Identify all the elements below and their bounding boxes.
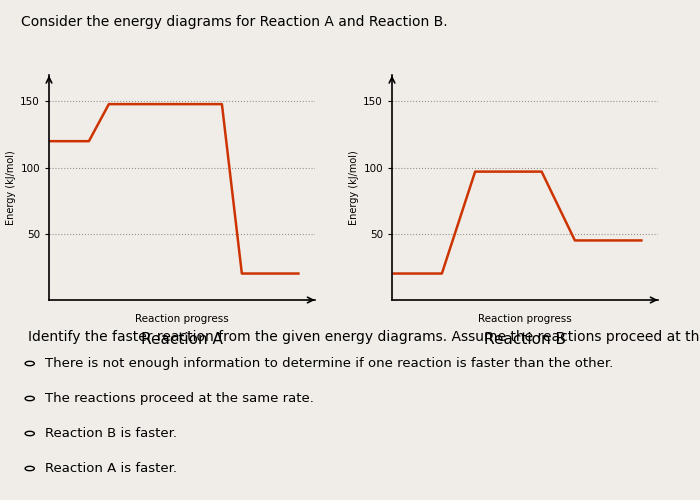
Text: Consider the energy diagrams for Reaction A and Reaction B.: Consider the energy diagrams for Reactio… — [21, 15, 447, 29]
Text: Identify the faster reaction from the given energy diagrams. Assume the reaction: Identify the faster reaction from the gi… — [28, 330, 700, 344]
Text: Reaction progress: Reaction progress — [478, 314, 572, 324]
Text: Reaction A is faster.: Reaction A is faster. — [45, 462, 176, 475]
Text: Reaction progress: Reaction progress — [135, 314, 229, 324]
Text: Reaction B: Reaction B — [484, 332, 566, 346]
Text: The reactions proceed at the same rate.: The reactions proceed at the same rate. — [45, 392, 314, 405]
Text: Reaction A: Reaction A — [141, 332, 223, 346]
Text: Reaction B is faster.: Reaction B is faster. — [45, 427, 176, 440]
Y-axis label: Energy (kJ/mol): Energy (kJ/mol) — [349, 150, 359, 225]
Y-axis label: Energy (kJ/mol): Energy (kJ/mol) — [6, 150, 16, 225]
Text: There is not enough information to determine if one reaction is faster than the : There is not enough information to deter… — [45, 357, 612, 370]
